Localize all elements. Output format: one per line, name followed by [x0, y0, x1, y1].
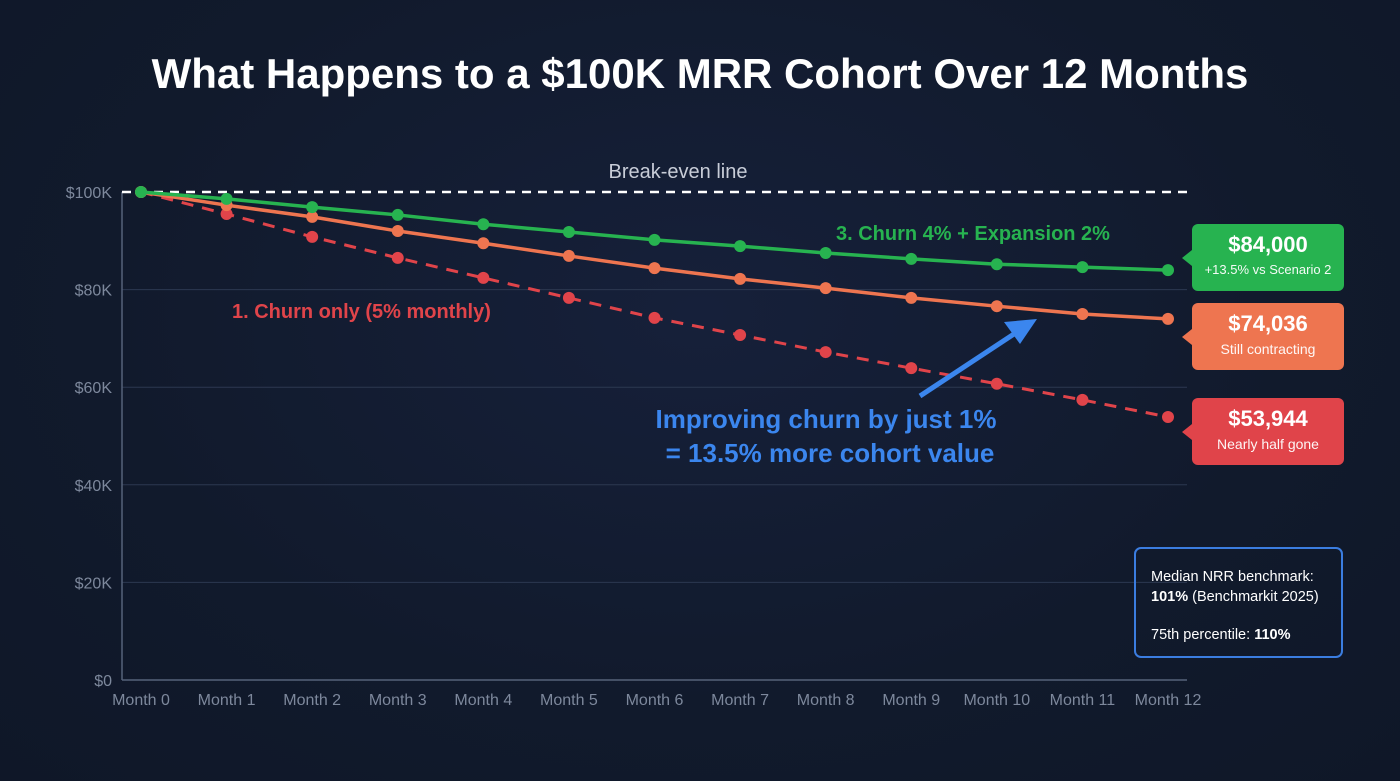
- x-tick-label: Month 0: [112, 692, 170, 709]
- data-point: [306, 201, 319, 214]
- break-even-label: Break-even line: [609, 161, 748, 183]
- x-tick-label: Month 7: [711, 692, 769, 709]
- benchmark-box: Median NRR benchmark: 101% (Benchmarkit …: [1134, 547, 1343, 658]
- data-point: [1162, 410, 1174, 423]
- data-point: [562, 291, 575, 304]
- x-tick-label: Month 4: [454, 692, 512, 709]
- data-point: [734, 240, 747, 253]
- data-point: [306, 230, 319, 243]
- y-tick-label: $0: [94, 673, 112, 690]
- data-point: [905, 252, 918, 265]
- benchmark-p75: 110%: [1254, 627, 1291, 643]
- data-point: [391, 225, 404, 238]
- callout-value: $74,036: [1228, 311, 1308, 336]
- y-tick-label: $40K: [75, 478, 113, 495]
- x-tick-label: Month 5: [540, 692, 598, 709]
- benchmark-label: Median NRR benchmark:: [1151, 569, 1314, 585]
- data-point: [819, 282, 832, 295]
- data-point: [648, 311, 661, 324]
- data-point: [1076, 308, 1089, 320]
- data-point: [135, 186, 147, 198]
- data-point: [477, 271, 490, 284]
- series-label-3: 3. Churn 4% + Expansion 2%: [836, 223, 1110, 245]
- data-point: [734, 272, 747, 285]
- data-point: [477, 218, 490, 231]
- series-label-1: 1. Churn only (5% monthly): [232, 301, 491, 323]
- chart-title: What Happens to a $100K MRR Cohort Over …: [151, 50, 1249, 97]
- x-tick-label: Month 1: [198, 692, 256, 709]
- annotation-line-1: Improving churn by just 1%: [656, 404, 997, 434]
- data-point: [905, 362, 918, 375]
- callout-sub: Still contracting: [1220, 341, 1316, 357]
- x-tick-label: Month 6: [626, 692, 684, 709]
- data-point: [990, 258, 1003, 271]
- x-tick-label: Month 10: [963, 692, 1030, 709]
- callout-value: $84,000: [1228, 232, 1308, 257]
- y-tick-label: $60K: [75, 380, 113, 397]
- data-point: [734, 328, 747, 341]
- data-point: [391, 208, 404, 221]
- y-tick-label: $20K: [75, 575, 113, 592]
- arrow-head-icon: [1004, 319, 1037, 344]
- callout-scenario-2: $74,036 Still contracting: [1182, 303, 1344, 370]
- x-tick-label: Month 9: [882, 692, 940, 709]
- data-point: [648, 262, 661, 275]
- benchmark-p75-label: 75th percentile:: [1151, 627, 1255, 643]
- data-point: [306, 210, 319, 223]
- data-point: [220, 192, 233, 205]
- data-point: [819, 247, 832, 259]
- benchmark-median: 101%: [1151, 589, 1189, 605]
- x-tick-label: Month 12: [1135, 692, 1202, 709]
- annotation-line-2: = 13.5% more cohort value: [666, 438, 995, 468]
- data-point: [1076, 393, 1089, 406]
- x-tick-label: Month 8: [797, 692, 855, 709]
- data-point: [562, 249, 575, 262]
- callout-scenario-1: $53,944 Nearly half gone: [1182, 398, 1344, 465]
- data-point: [220, 207, 233, 220]
- series-line-2: [140, 190, 1169, 321]
- data-point: [819, 346, 832, 359]
- x-tick-label: Month 3: [369, 692, 427, 709]
- x-tick-label: Month 11: [1050, 692, 1116, 709]
- y-tick-label: $100K: [66, 185, 113, 202]
- data-point: [990, 377, 1003, 390]
- callout-scenario-3: $84,000 +13.5% vs Scenario 2: [1182, 224, 1344, 291]
- y-tick-label: $80K: [75, 283, 113, 300]
- callout-sub: Nearly half gone: [1217, 436, 1319, 452]
- data-point: [905, 291, 918, 304]
- data-point: [1162, 264, 1174, 277]
- callout-sub: +13.5% vs Scenario 2: [1204, 262, 1332, 277]
- data-point: [391, 251, 404, 264]
- callout-value: $53,944: [1228, 406, 1308, 431]
- data-point: [1076, 261, 1089, 274]
- data-point: [1162, 312, 1174, 325]
- data-point: [648, 233, 661, 246]
- x-tick-label: Month 2: [283, 692, 341, 709]
- data-point: [990, 300, 1003, 313]
- data-point: [477, 237, 490, 250]
- benchmark-source: (Benchmarkit 2025): [1188, 589, 1319, 605]
- data-point: [562, 226, 575, 239]
- annotation-arrow-shaft: [918, 327, 1022, 399]
